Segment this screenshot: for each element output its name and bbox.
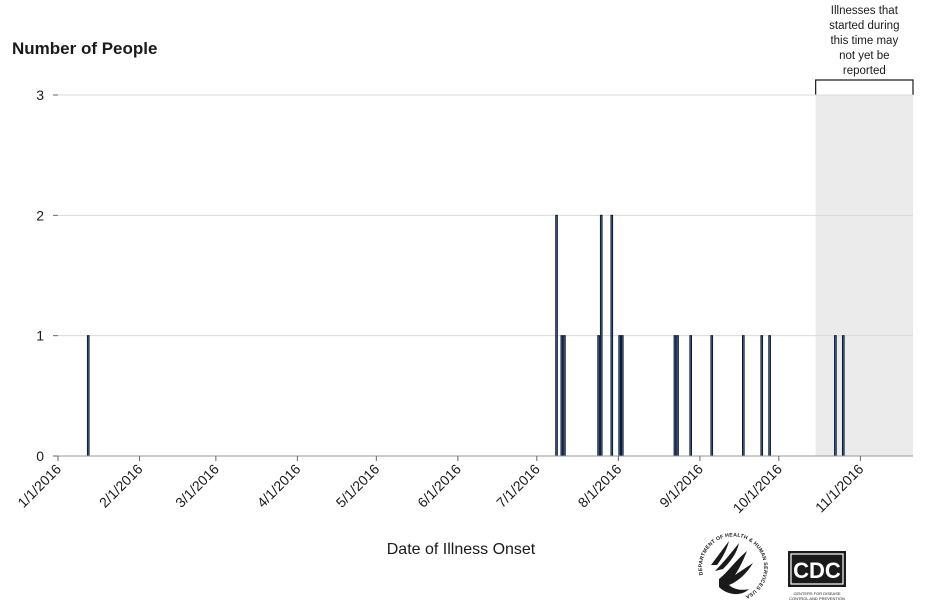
bar bbox=[599, 214, 603, 457]
hhs-logo: DEPARTMENT OF HEALTH & HUMAN SERVICES US… bbox=[698, 532, 768, 599]
bar bbox=[673, 335, 677, 457]
bar bbox=[618, 335, 621, 457]
bar bbox=[86, 335, 90, 457]
bar bbox=[597, 335, 600, 457]
x-tick-label: 4/1/2016 bbox=[254, 461, 304, 511]
x-tick-label: 10/1/2016 bbox=[730, 461, 786, 517]
y-tick-label: 0 bbox=[36, 448, 44, 464]
x-tick-label: 1/1/2016 bbox=[14, 461, 64, 511]
y-tick-label: 3 bbox=[36, 87, 44, 103]
x-axis-title: Date of Illness Onset bbox=[387, 541, 536, 558]
bar bbox=[563, 335, 566, 457]
shaded-region-label-line: not yet be bbox=[839, 50, 890, 62]
gridline-layer bbox=[58, 94, 913, 337]
x-tick-label: 6/1/2016 bbox=[414, 461, 464, 511]
shaded-region-bracket bbox=[815, 79, 914, 95]
cdc-logo: CDC CENTERS FOR DISEASE CONTROL AND PREV… bbox=[788, 551, 846, 601]
x-tick-label: 9/1/2016 bbox=[656, 461, 706, 511]
label-layer: 0 1 2 3 1/1/2016 2/1/2016 3/1/2016 4/1/2016 5/1/… bbox=[14, 87, 866, 516]
y-tick-label: 2 bbox=[36, 207, 44, 223]
bar bbox=[841, 335, 845, 457]
cdc-tagline-1: CENTERS FOR DISEASE bbox=[793, 591, 840, 596]
shaded-region bbox=[815, 95, 913, 456]
y-axis-title: Number of People bbox=[12, 39, 157, 58]
bar bbox=[560, 335, 564, 457]
shaded-region-label-line: reported bbox=[843, 65, 886, 77]
shaded-region-label-line: started during bbox=[829, 20, 899, 32]
cdc-tagline-2: CONTROL AND PREVENTION bbox=[789, 596, 845, 601]
x-tick-label: 5/1/2016 bbox=[333, 461, 383, 511]
bar bbox=[741, 335, 745, 457]
y-tick-label: 1 bbox=[36, 328, 44, 344]
x-tick-label: 2/1/2016 bbox=[96, 461, 146, 511]
shaded-region-label: Illnesses that started during this time ma… bbox=[829, 5, 899, 77]
bar bbox=[620, 335, 624, 457]
bar bbox=[676, 335, 679, 457]
x-tick-label: 11/1/2016 bbox=[812, 461, 867, 516]
x-tick-label: 8/1/2016 bbox=[575, 461, 625, 511]
x-tick-label: 3/1/2016 bbox=[172, 461, 222, 511]
bar bbox=[834, 335, 837, 457]
bar bbox=[555, 214, 558, 457]
bar bbox=[768, 335, 771, 457]
x-tick-label: 7/1/2016 bbox=[493, 461, 543, 511]
shaded-region-label-line: Illnesses that bbox=[831, 5, 899, 17]
cdc-logo-text: CDC bbox=[793, 558, 841, 583]
bar bbox=[610, 214, 614, 457]
shaded-region-label-line: this time may bbox=[830, 35, 898, 47]
shaded-region-layer: Illnesses that started during this time ma… bbox=[815, 5, 914, 456]
bar bbox=[760, 335, 764, 457]
bar bbox=[689, 335, 693, 457]
bar bbox=[710, 335, 714, 457]
axis-layer bbox=[53, 94, 913, 461]
